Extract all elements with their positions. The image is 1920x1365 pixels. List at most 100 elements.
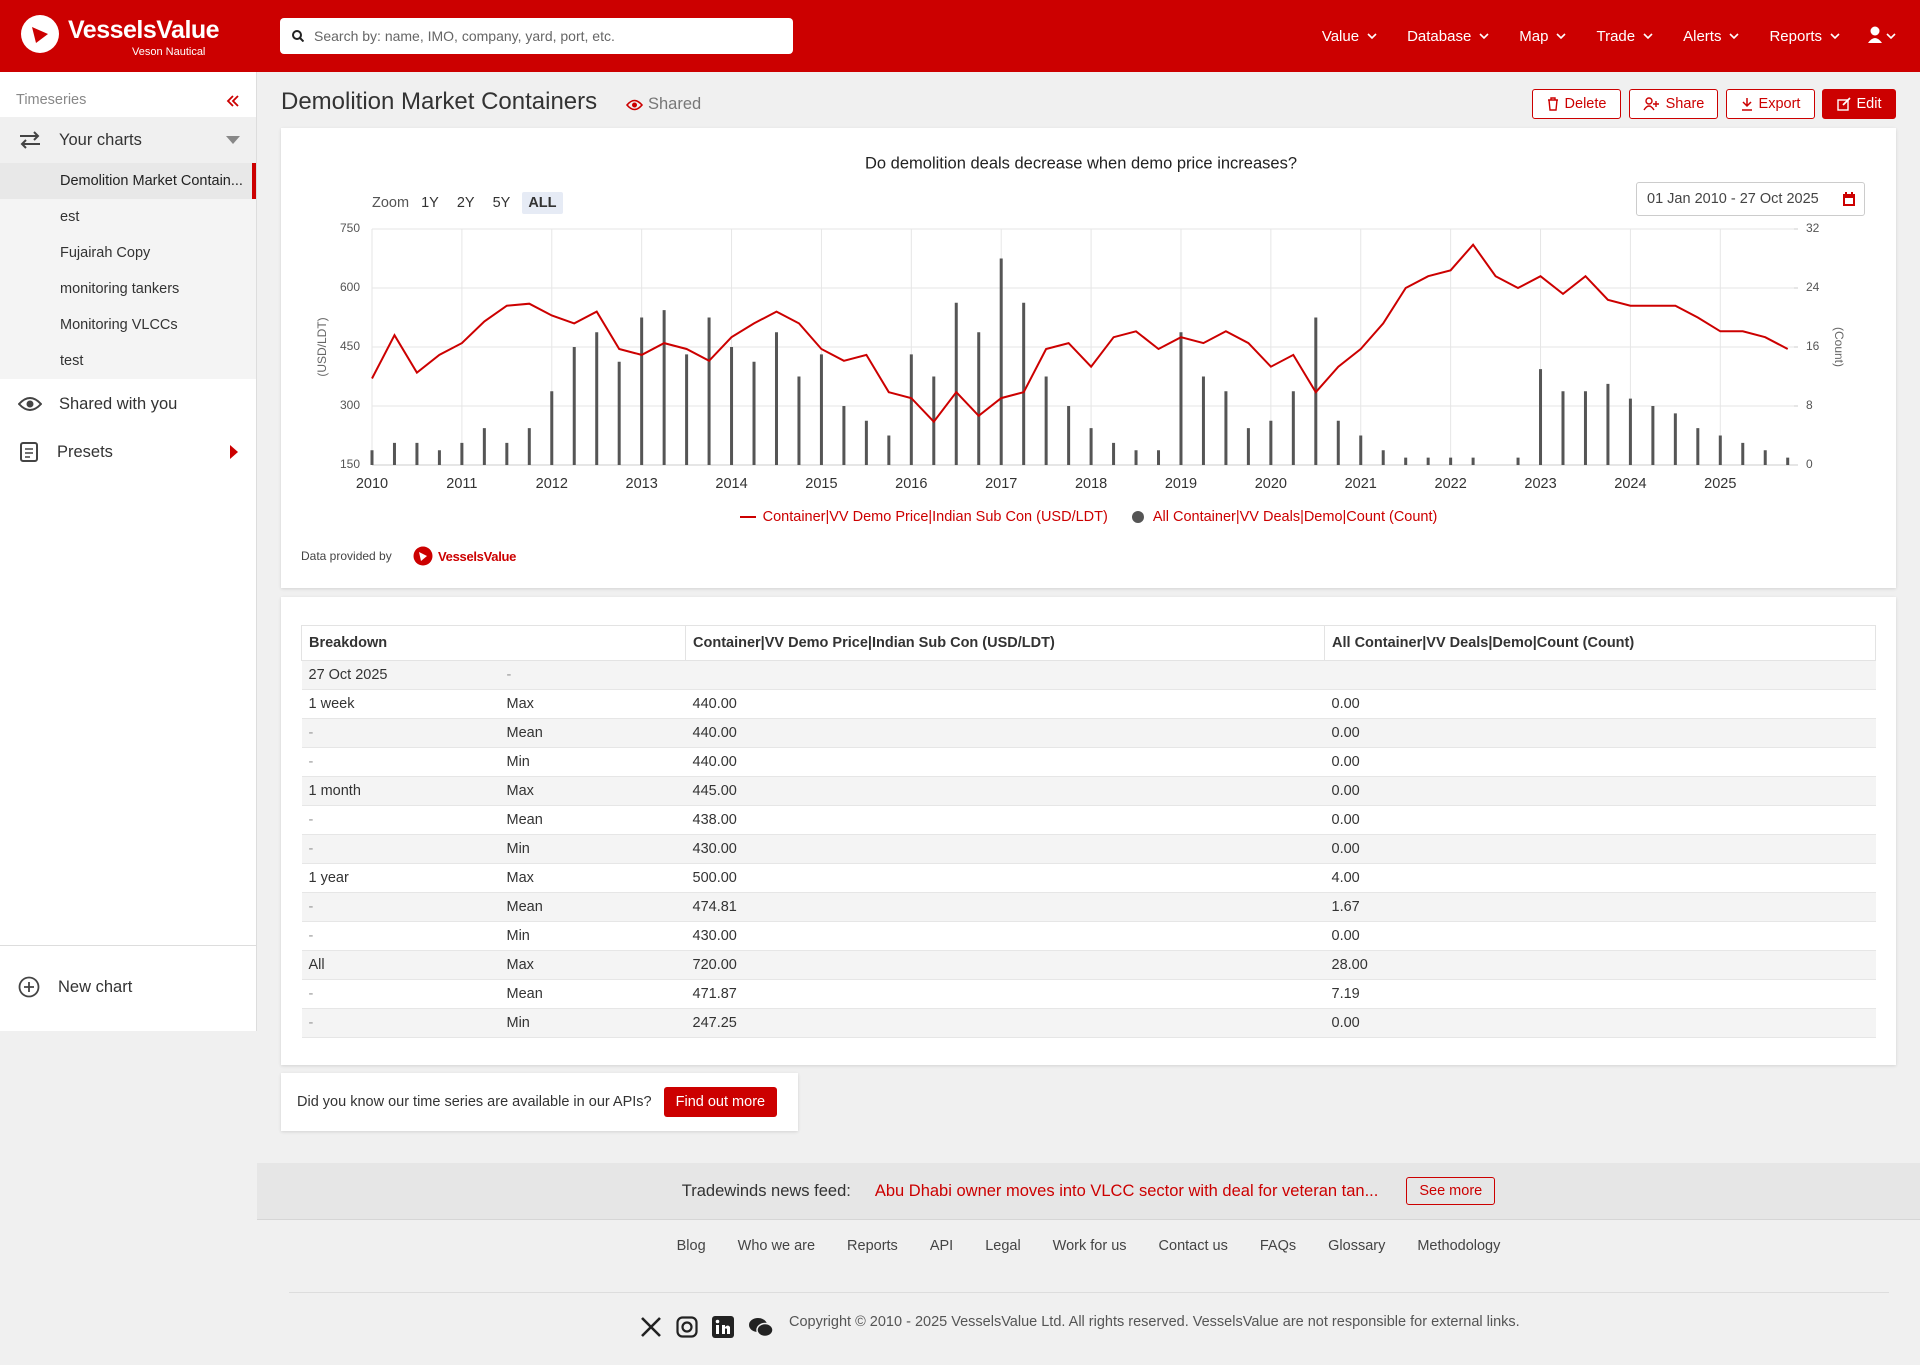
chart-title: Do demolition deals decrease when demo p… xyxy=(865,154,1297,172)
stats-table: Breakdown Container|VV Demo Price|Indian … xyxy=(300,625,1877,1038)
zoom-button[interactable]: 1Y xyxy=(421,195,439,211)
delete-button[interactable]: Delete xyxy=(1532,89,1621,119)
find-out-more[interactable]: Find out more xyxy=(663,1087,778,1117)
chart-link[interactable]: Monitoring VLCCs xyxy=(0,307,256,343)
new-chart[interactable]: New chart xyxy=(0,967,256,1007)
table-cell: 1 month xyxy=(301,776,500,806)
table-cell: 0.00 xyxy=(1324,776,1876,806)
bar xyxy=(1179,332,1183,465)
footer-link[interactable]: Contact us xyxy=(1158,1238,1228,1254)
table-cell: - xyxy=(301,747,500,777)
chart-link[interactable]: Demolition Market Contain... xyxy=(0,163,256,199)
legend-item[interactable]: Container|VV Demo Price|Indian Sub Con (… xyxy=(739,509,1108,525)
date-range[interactable]: 01 Jan 2010 - 27 Oct 2025 xyxy=(1636,182,1865,216)
bar xyxy=(1112,442,1116,465)
presets[interactable]: Presets xyxy=(0,432,256,472)
bar xyxy=(595,332,599,465)
shared-with-you[interactable]: Shared with you xyxy=(0,384,256,424)
presets-label: Presets xyxy=(57,442,113,461)
chart-link[interactable]: Fujairah Copy xyxy=(0,235,256,271)
nav-item[interactable]: Database xyxy=(1407,28,1489,45)
chart-link[interactable]: test xyxy=(0,343,256,379)
footer-link[interactable]: Reports xyxy=(847,1238,898,1254)
nav-item[interactable]: Trade xyxy=(1596,28,1653,45)
table-cell: 0.00 xyxy=(1324,834,1876,864)
x-tick-label: 2025 xyxy=(1704,476,1736,492)
header-row: Breakdown Container|VV Demo Price|Indian … xyxy=(300,625,1877,661)
nav-item[interactable]: Reports xyxy=(1769,28,1840,45)
footer-link[interactable]: Who we are xyxy=(737,1238,816,1254)
see-more[interactable]: See more xyxy=(1406,1177,1496,1205)
bar xyxy=(1516,457,1520,465)
table-cell: - xyxy=(499,660,686,690)
nav-item[interactable]: Alerts xyxy=(1683,28,1740,45)
chart-link[interactable]: est xyxy=(0,199,256,235)
header-cell: Breakdown xyxy=(300,625,687,661)
collapse-icon[interactable] xyxy=(226,94,240,108)
bar xyxy=(415,442,419,465)
nav-item[interactable]: Map xyxy=(1519,28,1567,45)
footer-link[interactable]: Methodology xyxy=(1417,1238,1501,1254)
table-cell: Min xyxy=(499,921,686,951)
bar xyxy=(774,332,778,465)
line-series xyxy=(371,243,1789,424)
x-tick-label: 2015 xyxy=(805,476,837,492)
bar xyxy=(617,361,621,465)
x-tick-label: 2021 xyxy=(1345,476,1377,492)
chevron-path xyxy=(1556,32,1567,39)
footer-link[interactable]: Blog xyxy=(676,1238,706,1254)
table-row: - Mean 440.00 0.00 xyxy=(301,718,1876,748)
bar xyxy=(1246,428,1250,465)
bar xyxy=(819,354,823,465)
legend-label: All Container|VV Deals|Demo|Count (Count… xyxy=(1152,509,1438,525)
zoom-button[interactable]: ALL xyxy=(522,192,563,214)
instagram-icon[interactable] xyxy=(676,1316,698,1338)
export-button[interactable]: Export xyxy=(1726,89,1815,119)
nav-item[interactable]: Value xyxy=(1322,28,1377,45)
table-cell: 438.00 xyxy=(685,805,1325,835)
y-tick-label: 300 xyxy=(340,398,360,412)
footer-link[interactable]: Legal xyxy=(985,1238,1021,1254)
search-box[interactable]: Search by: name, IMO, company, yard, por… xyxy=(280,18,793,54)
x-tick-label: 2016 xyxy=(895,476,927,492)
footer-links: Blog Who we are Reports API Legal Work for us… xyxy=(257,1238,1920,1254)
edit-icon xyxy=(1836,97,1851,111)
footer-link[interactable]: FAQs xyxy=(1259,1238,1297,1254)
chart-link[interactable]: monitoring tankers xyxy=(0,271,256,307)
share-button[interactable]: Share xyxy=(1629,89,1718,119)
zoom-button[interactable]: 5Y xyxy=(492,195,511,211)
zoom-button[interactable]: 2Y xyxy=(456,195,475,211)
chevron xyxy=(1556,32,1567,39)
wechat-icon[interactable] xyxy=(748,1316,774,1338)
table-cell: 7.19 xyxy=(1324,979,1876,1009)
edit-button[interactable]: Edit xyxy=(1822,89,1896,119)
bar xyxy=(1561,391,1565,465)
footer-link[interactable]: Work for us xyxy=(1052,1238,1127,1254)
bar xyxy=(1044,376,1048,465)
y2-tick-label: 0 xyxy=(1806,457,1813,471)
news-headline[interactable]: Abu Dhabi owner moves into VLCC sector w… xyxy=(874,1181,1379,1200)
x-tick-label: 2022 xyxy=(1435,476,1467,492)
table-row: - Mean 438.00 0.00 xyxy=(301,805,1876,835)
footer-link[interactable]: Glossary xyxy=(1328,1238,1386,1254)
table-cell: 430.00 xyxy=(685,834,1325,864)
x-tick-label: 2024 xyxy=(1614,476,1646,492)
table-cell: Mean xyxy=(499,805,686,835)
x-icon[interactable] xyxy=(640,1316,662,1338)
header: VesselsValue Veson Nautical Search by: n… xyxy=(0,0,1920,72)
news-label: Tradewinds news feed: xyxy=(681,1181,851,1200)
sidebar: Timeseries Your charts Demolition Market… xyxy=(0,72,257,1031)
table-row: 1 month Max 445.00 0.00 xyxy=(301,776,1876,806)
user-menu[interactable] xyxy=(1868,26,1898,46)
x-tick-label: 2014 xyxy=(715,476,747,492)
chevron-path xyxy=(1830,32,1840,39)
legend-item[interactable]: All Container|VV Deals|Demo|Count (Count… xyxy=(1130,509,1438,525)
linkedin-icon[interactable] xyxy=(712,1316,734,1338)
your-charts[interactable]: Your charts xyxy=(0,117,256,163)
table-cell: 0.00 xyxy=(1324,689,1876,719)
table-cell: 445.00 xyxy=(685,776,1325,806)
y-axis-label: (USD/LDT) xyxy=(315,317,329,376)
bar xyxy=(460,442,464,465)
bar xyxy=(707,317,711,465)
footer-link[interactable]: API xyxy=(929,1238,954,1254)
